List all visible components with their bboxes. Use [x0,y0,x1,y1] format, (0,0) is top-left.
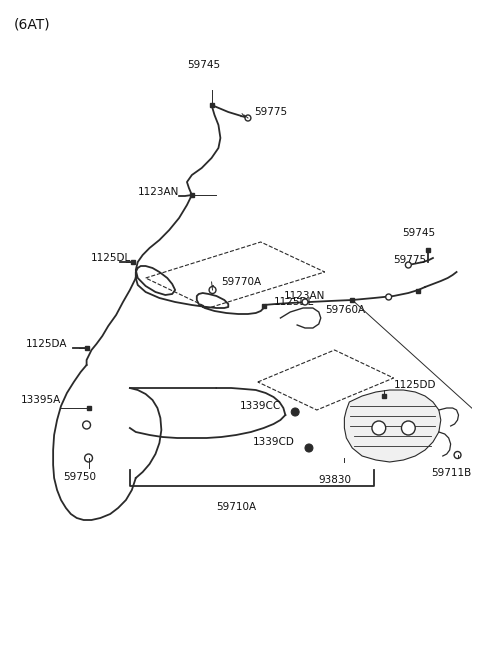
Text: 59750: 59750 [63,472,96,482]
Text: 1339CC: 1339CC [240,401,281,411]
Circle shape [209,287,216,293]
Text: 59775: 59775 [254,107,287,117]
Circle shape [401,421,415,435]
Circle shape [305,444,313,452]
Circle shape [245,115,251,121]
Text: 59760A: 59760A [324,305,365,315]
Text: 13395A: 13395A [21,395,61,405]
Text: 1125DA: 1125DA [25,339,67,349]
Text: 1123AN: 1123AN [283,291,324,301]
Text: 59775: 59775 [394,255,427,265]
Text: 93830: 93830 [318,475,351,485]
Text: 1339CD: 1339CD [253,437,295,447]
Circle shape [291,408,299,416]
Circle shape [302,299,308,305]
Text: 59770A: 59770A [221,277,262,287]
Text: 1123AN: 1123AN [138,187,179,197]
Circle shape [406,262,411,268]
Text: 1125DL: 1125DL [274,297,314,307]
Circle shape [83,421,91,429]
Text: 59745: 59745 [187,60,220,70]
Text: 1125DL: 1125DL [91,253,131,263]
Circle shape [372,421,386,435]
Text: 1125DD: 1125DD [394,380,436,390]
Circle shape [386,294,392,300]
Text: 59711B: 59711B [431,468,471,478]
Polygon shape [344,390,441,462]
Circle shape [454,451,461,459]
Text: 59745: 59745 [403,228,436,238]
Text: (6AT): (6AT) [14,18,50,32]
Circle shape [84,454,93,462]
Text: 59710A: 59710A [216,502,256,512]
